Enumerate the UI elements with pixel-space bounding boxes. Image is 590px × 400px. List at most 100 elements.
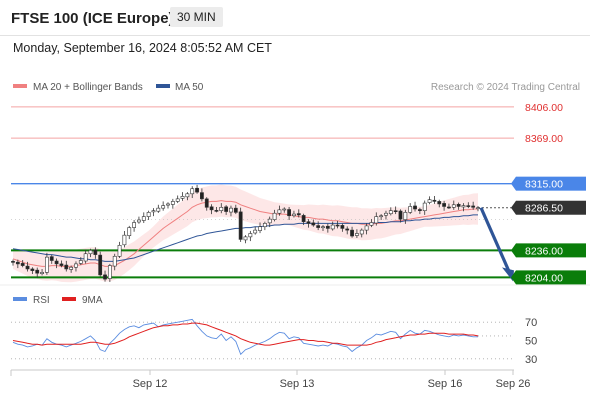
candle-body [364, 225, 369, 231]
candle-body [224, 206, 229, 212]
candle-body [170, 201, 175, 205]
candle-body [146, 212, 151, 217]
candle-body [350, 229, 354, 237]
candle-body [59, 263, 64, 266]
support-level-tag [516, 243, 586, 258]
price-levels [11, 106, 514, 279]
rsi-ma-line [12, 322, 479, 346]
candle-body [447, 206, 451, 209]
candle-body [141, 216, 146, 221]
rsi-legend-swatch [13, 297, 27, 301]
candle-body [156, 207, 161, 212]
candle-body [83, 253, 88, 262]
resistance-level-label: 8406.00 [525, 102, 563, 114]
candle-body [204, 198, 209, 208]
candle-body [45, 256, 49, 273]
timestamp: Monday, September 16, 2024 8:05:52 AM CE… [13, 41, 272, 55]
rsi-tick-label: 70 [525, 317, 537, 329]
candle-body [180, 196, 185, 199]
candle-body [74, 263, 78, 268]
candle-body [359, 229, 364, 235]
candle-body [316, 225, 321, 228]
candle-body [69, 266, 74, 270]
candle-body [103, 274, 107, 280]
candle-body [151, 210, 156, 213]
candle-body [54, 260, 59, 265]
candle-body [417, 209, 422, 211]
candle-body [132, 222, 136, 228]
candle-body [325, 225, 330, 229]
candle-body [262, 223, 267, 228]
candle-body [233, 207, 238, 213]
candle-body [408, 206, 413, 213]
ma20-legend-label: MA 20 + Bollinger Bands [33, 82, 143, 93]
pivot-level-label: 8315.00 [525, 179, 563, 191]
candle-body [369, 222, 374, 226]
candle-body [35, 269, 40, 274]
candle-body [321, 226, 325, 229]
rsi-ma-legend-swatch [62, 297, 76, 301]
last-level-label: 8286.50 [525, 203, 563, 215]
candle-body [243, 236, 248, 241]
candle-body [277, 209, 282, 214]
candle-body [306, 221, 311, 224]
support-level-tag [516, 270, 586, 285]
rsi-tick-label: 50 [525, 336, 537, 348]
candle-body [137, 219, 141, 223]
candle-body [93, 249, 98, 255]
candle-body [248, 233, 253, 238]
last-level-tag-pointer [511, 200, 516, 215]
candle-body [11, 261, 15, 263]
rsi-ma-legend-label: 9MA [82, 295, 103, 306]
candle-body [384, 212, 388, 216]
credit-text: Research © 2024 Trading Central [431, 82, 580, 93]
x-axis-tick-label: Sep 26 [496, 378, 531, 390]
rsi-line [12, 318, 478, 356]
candle-body [388, 210, 393, 215]
candle-body [219, 207, 224, 211]
projection-arrow-shaft [479, 207, 511, 273]
x-axis: Sep 12 Sep 13 Sep 16 Sep 26 [10, 369, 531, 390]
candle-body [287, 209, 291, 217]
candle-body [117, 245, 122, 257]
x-axis-tick-label: Sep 13 [280, 378, 315, 390]
candle-body [78, 260, 83, 264]
candle-body [88, 250, 93, 255]
projection-arrow [479, 207, 514, 282]
candle-body [451, 204, 456, 208]
candle-body [49, 256, 54, 261]
candle-body [461, 205, 466, 208]
candle-body [107, 265, 112, 279]
candle-body [267, 218, 272, 224]
candle-body [374, 216, 379, 224]
candle-body [64, 264, 69, 270]
candle-body [301, 215, 306, 222]
candle-body [122, 234, 127, 246]
price-legend: MA 20 + Bollinger Bands MA 50 Research ©… [13, 82, 580, 93]
rsi-tick-label: 30 [525, 354, 537, 366]
candle-body [437, 201, 442, 205]
candle-body [292, 213, 296, 217]
candle-body [282, 208, 287, 211]
candle-body [185, 193, 190, 198]
candle-body [398, 210, 403, 220]
candle-body [355, 233, 359, 236]
projection-arrow-head [502, 267, 514, 282]
interval-badge[interactable]: 30 MIN [170, 7, 223, 27]
ma50-legend-swatch [156, 84, 170, 88]
candle-body [209, 206, 214, 211]
candle-body [311, 222, 316, 226]
support-level-label: 8204.00 [525, 272, 563, 284]
candle-body [98, 254, 103, 276]
chart-header: FTSE 100 (ICE Europe) 30 MIN [0, 0, 590, 36]
candle-body [195, 187, 199, 193]
support-level-tag-pointer [511, 270, 516, 285]
instrument-title: FTSE 100 (ICE Europe) [11, 10, 174, 27]
candle-body [442, 203, 446, 207]
ma50-legend-label: MA 50 [175, 82, 204, 93]
candle-body [258, 226, 262, 231]
pivot-level-tag [516, 176, 586, 191]
candle-body [214, 210, 219, 212]
candle-body [427, 199, 432, 203]
pivot-level-tag-pointer [511, 176, 516, 191]
